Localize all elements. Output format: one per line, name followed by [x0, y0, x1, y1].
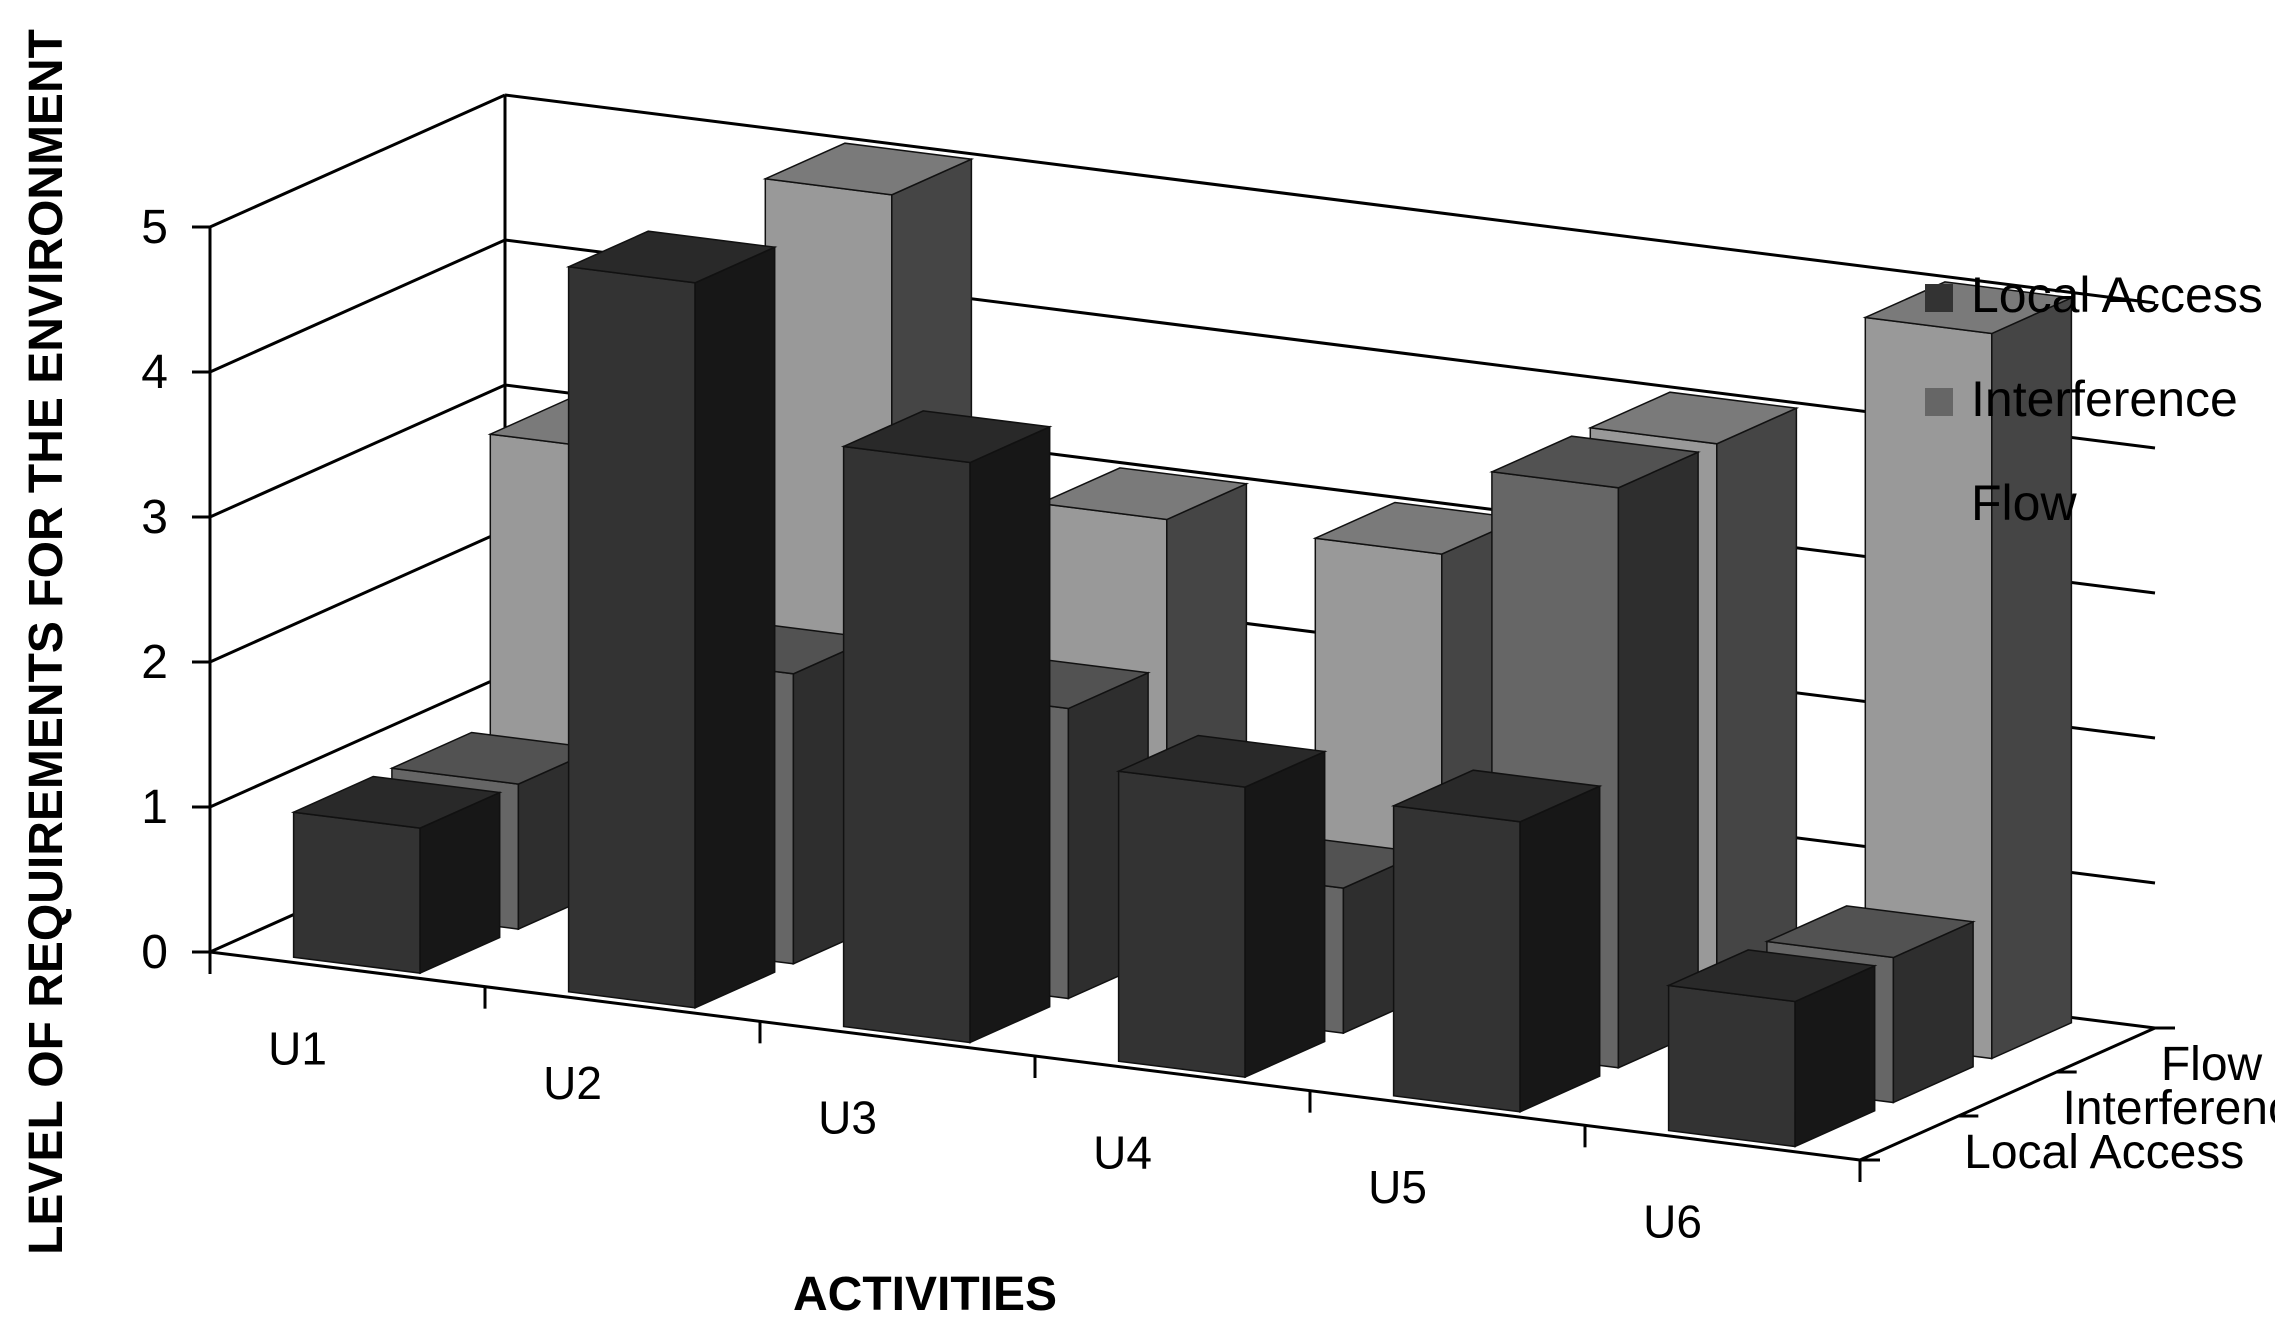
bar-top-face	[1115, 734, 1328, 788]
y-tick-label: 2	[141, 636, 168, 689]
depth-axis	[1859, 1026, 2156, 1162]
y-tick-label: 1	[141, 781, 168, 834]
bar-side-face	[1244, 750, 1326, 1079]
legend-label: Local Access	[1971, 267, 2263, 323]
bar-front-face	[1117, 770, 1246, 1078]
bar-side-face	[969, 425, 1051, 1044]
bar-side-face	[694, 246, 776, 1009]
bar-top-face	[1665, 949, 1878, 1003]
legend-label: Flow	[1971, 475, 2077, 531]
bar-front-face	[842, 445, 971, 1044]
bar-front-face	[292, 811, 421, 974]
bar-local-access-u1	[290, 775, 503, 975]
bar-top-face	[840, 410, 1053, 464]
bar-front-face	[567, 265, 696, 1009]
bar-local-access-u4	[1115, 734, 1328, 1079]
bar-top-face	[1489, 435, 1701, 489]
depth-tick-label: Flow	[2161, 1038, 2263, 1091]
bar-front-face	[1667, 984, 1796, 1148]
y-tick-label: 0	[141, 926, 168, 979]
y-tick-label: 3	[141, 491, 168, 544]
x-tick-label: U4	[1093, 1126, 1152, 1178]
gridline-side	[209, 528, 506, 664]
y-tick-label: 4	[141, 346, 168, 399]
x-tick-label: U1	[268, 1022, 327, 1074]
bar-local-access-u6	[1665, 949, 1878, 1148]
depth-tick-label: Interference	[2063, 1082, 2275, 1135]
x-tick-label: U6	[1643, 1196, 1702, 1248]
y-axis-title: LEVEL OF REQUIREMENTS FOR THE ENVIRONMEN…	[20, 29, 73, 1255]
gridline-side	[209, 238, 506, 374]
x-tick-label: U3	[818, 1092, 877, 1144]
gridline-side	[209, 383, 506, 519]
depth-tick-label: Local Access	[1964, 1126, 2244, 1179]
bar-front-face	[1392, 804, 1521, 1113]
legend-swatch	[1925, 388, 1953, 416]
bars-group	[290, 142, 2075, 1148]
legend-label: Interference	[1971, 371, 2238, 427]
bar-side-face	[1519, 785, 1601, 1113]
bar-top-face	[1587, 391, 1800, 445]
legend-swatch	[1925, 284, 1953, 312]
legend-swatch	[1925, 492, 1953, 520]
gridline-side	[209, 93, 506, 229]
bar-local-access-u2	[565, 230, 778, 1009]
bar-local-access-u5	[1390, 769, 1603, 1113]
bar-side-face	[1716, 407, 1798, 1025]
bar-top-face	[290, 775, 503, 829]
bar-local-access-u3	[840, 410, 1053, 1044]
gridline-side	[209, 673, 506, 809]
bar-flow-u6	[1862, 281, 2075, 1060]
bar-top-face	[1764, 905, 1976, 959]
bar-top-face	[1390, 769, 1603, 823]
gridline-back	[504, 93, 2156, 305]
bar-top-face	[762, 142, 975, 196]
bar-top-face	[1862, 281, 2075, 335]
bar-side-face	[1617, 451, 1699, 1069]
bar-top-face	[1037, 467, 1250, 521]
x-axis-title: ACTIVITIES	[793, 1268, 1057, 1321]
legend: Local Access Interference Flow	[1925, 267, 2263, 531]
y-tick-label: 5	[141, 201, 168, 254]
bar-top-face	[565, 230, 778, 284]
x-tick-label: U2	[543, 1057, 602, 1109]
axes-group	[192, 225, 2175, 1182]
x-tick-label: U5	[1368, 1161, 1427, 1213]
